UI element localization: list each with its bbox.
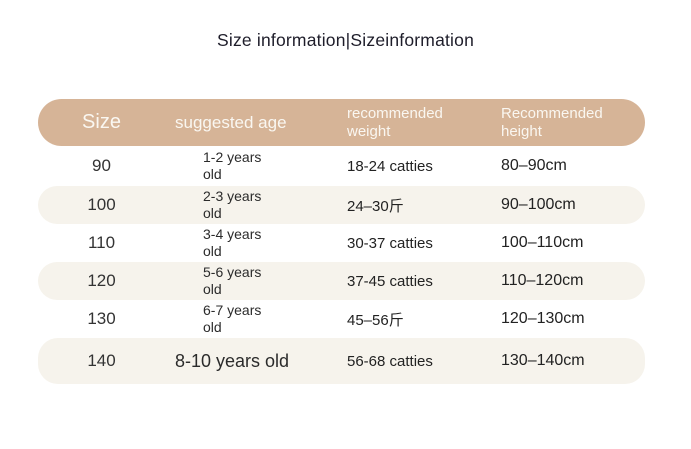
page-title: Size information|Sizeinformation	[216, 30, 475, 50]
age-value: 8-10 years old	[165, 350, 333, 373]
age-text: 5-6 years old	[203, 263, 262, 298]
size-table: Size suggested age recommended weight Re…	[38, 99, 645, 384]
size-value: 120	[87, 271, 116, 290]
header-recommended-height: Recommended height	[501, 104, 603, 140]
size-value: 110	[87, 233, 116, 252]
height-value: 120–130cm	[501, 310, 585, 327]
size-value: 90	[92, 156, 111, 175]
size-value: 100	[87, 195, 116, 214]
weight-value: 24–30斤	[347, 197, 404, 215]
table-row: 130 6-7 years old 45–56斤 120–130cm	[38, 300, 645, 338]
age-value: 3-4 years old	[165, 226, 333, 261]
weight-value: 45–56斤	[347, 311, 404, 329]
age-text: 1-2 years old	[203, 148, 262, 183]
age-value: 5-6 years old	[165, 264, 333, 299]
table-header-row: Size suggested age recommended weight Re…	[38, 99, 645, 146]
age-value: 2-3 years old	[165, 188, 333, 223]
header-recommended-weight: recommended weight	[347, 104, 443, 140]
table-row: 100 2-3 years old 24–30斤 90–100cm	[38, 186, 645, 224]
age-text: 2-3 years old	[203, 187, 262, 222]
age-text: 3-4 years old	[203, 225, 262, 260]
weight-value: 56-68 catties	[347, 352, 433, 370]
table-row: 110 3-4 years old 30-37 catties 100–110c…	[38, 224, 645, 262]
size-value: 140	[87, 351, 116, 370]
weight-value: 18-24 catties	[347, 157, 433, 175]
height-value: 110–120cm	[501, 272, 584, 289]
height-value: 90–100cm	[501, 196, 576, 213]
table-row: 140 8-10 years old 56-68 catties 130–140…	[38, 338, 645, 384]
weight-value: 37-45 catties	[347, 272, 433, 290]
height-value: 80–90cm	[501, 157, 567, 174]
table-body: 90 1-2 years old 18-24 catties 80–90cm 1…	[38, 146, 645, 384]
table-row: 120 5-6 years old 37-45 catties 110–120c…	[38, 262, 645, 300]
header-suggested-age: suggested age	[175, 112, 287, 132]
height-value: 130–140cm	[501, 352, 585, 369]
age-value: 6-7 years old	[165, 302, 333, 337]
weight-value: 30-37 catties	[347, 234, 433, 252]
height-value: 100–110cm	[501, 234, 584, 251]
age-value: 1-2 years old	[165, 149, 333, 184]
age-text: 6-7 years old	[203, 301, 262, 336]
table-row: 90 1-2 years old 18-24 catties 80–90cm	[38, 146, 645, 186]
size-chart-page: Size information|Sizeinformation Size su…	[0, 29, 691, 384]
size-value: 130	[87, 309, 116, 328]
header-size: Size	[82, 111, 121, 133]
age-text: 8-10 years old	[175, 350, 290, 371]
